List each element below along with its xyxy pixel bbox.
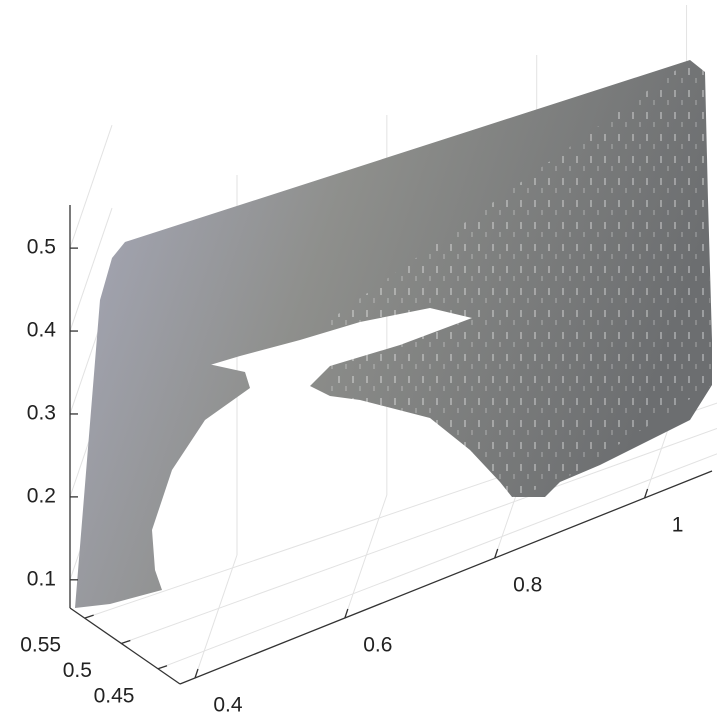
y-tick-label: 0.55 bbox=[20, 634, 61, 657]
x-tick-label: 1 bbox=[672, 514, 684, 537]
grid-line bbox=[69, 124, 113, 249]
z-tick-label: 0.5 bbox=[27, 236, 56, 259]
x-tick bbox=[194, 668, 199, 679]
x-tick bbox=[643, 488, 649, 499]
x-tick-label: 0.6 bbox=[363, 634, 392, 657]
x-tick-label: 0.8 bbox=[513, 574, 542, 597]
z-tick-label: 0.4 bbox=[27, 319, 57, 342]
y-tick bbox=[121, 639, 131, 645]
grid-line bbox=[121, 427, 717, 644]
x-tick bbox=[494, 548, 499, 559]
z-tick-label: 0.1 bbox=[27, 567, 56, 590]
grid-line bbox=[344, 494, 388, 619]
cloud-texture bbox=[330, 60, 712, 497]
y-tick bbox=[157, 665, 168, 670]
point-cloud bbox=[75, 60, 712, 608]
grid-line bbox=[157, 453, 717, 670]
axes: 0.40.60.810.450.50.550.10.20.30.40.5 bbox=[20, 205, 713, 717]
x-tick bbox=[344, 608, 349, 619]
y-tick bbox=[84, 614, 94, 619]
y-tick-label: 0.45 bbox=[94, 684, 135, 707]
z-tick-label: 0.3 bbox=[27, 402, 56, 425]
grid-line bbox=[194, 554, 238, 679]
x-tick-label: 0.4 bbox=[213, 694, 243, 717]
z-tick-label: 0.2 bbox=[27, 484, 56, 507]
x-axis-line bbox=[179, 470, 713, 685]
y-tick-label: 0.5 bbox=[63, 659, 92, 682]
y-axis-line bbox=[69, 607, 181, 685]
grid-line bbox=[69, 207, 113, 332]
